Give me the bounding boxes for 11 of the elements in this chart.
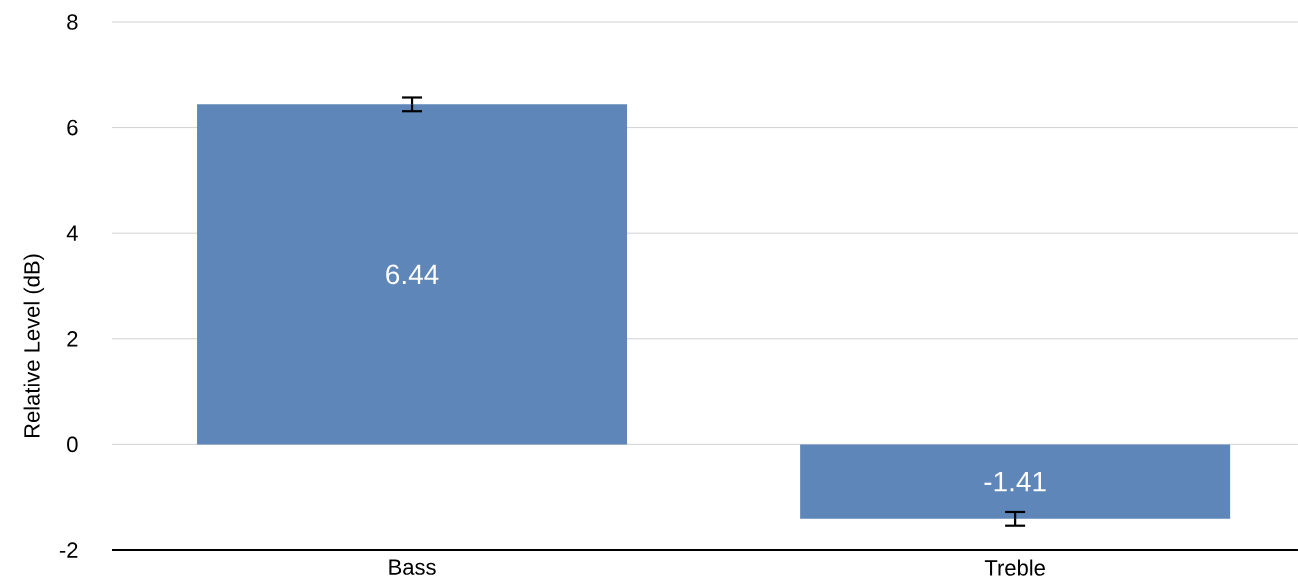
y-tick-label: 0 <box>67 436 78 453</box>
y-tick-label: 4 <box>66 225 78 241</box>
x-tick-label: Treble <box>984 559 1045 576</box>
data-label: -1.41 <box>984 471 1046 492</box>
x-tick-label: Bass <box>389 559 436 575</box>
y-tick-label: -2 <box>59 542 78 558</box>
y-tick-label: 8 <box>67 14 78 30</box>
y-tick-label: 2 <box>67 331 78 347</box>
data-label: 6.44 <box>386 264 439 285</box>
y-tick-label: 6 <box>67 119 78 136</box>
y-axis-title: Relative Level (dB) <box>23 254 45 438</box>
